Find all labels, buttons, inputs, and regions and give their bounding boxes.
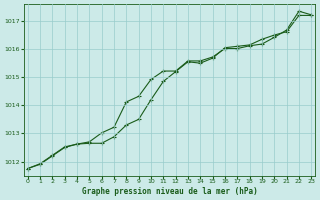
X-axis label: Graphe pression niveau de la mer (hPa): Graphe pression niveau de la mer (hPa) bbox=[82, 187, 257, 196]
